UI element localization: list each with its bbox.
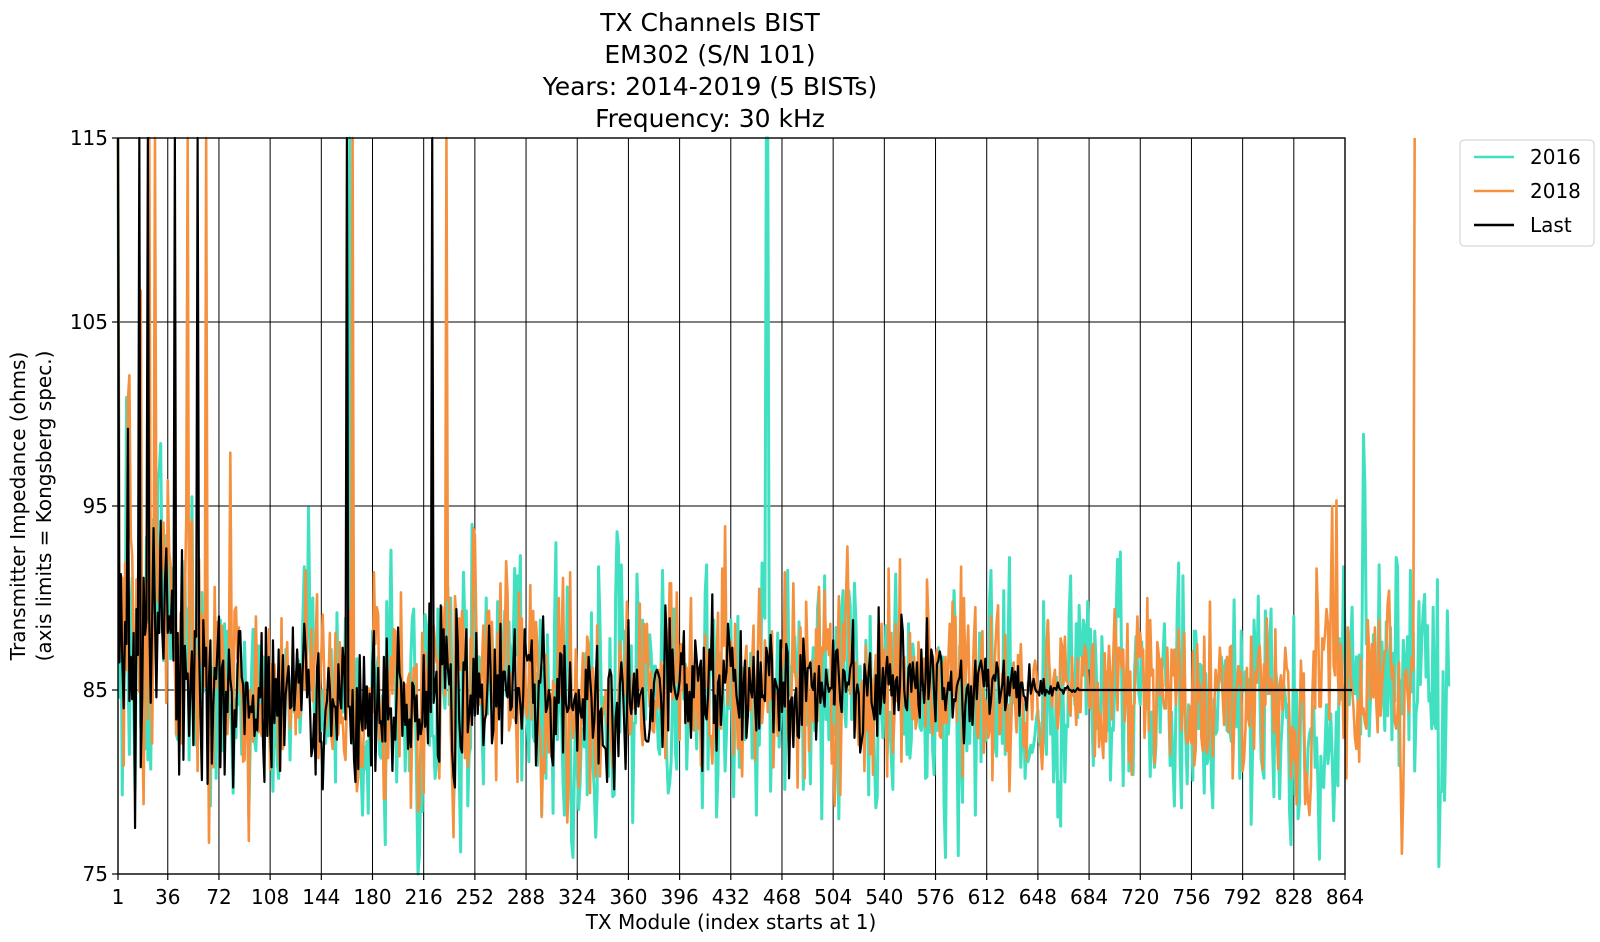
legend-label-2018: 2018 — [1530, 179, 1581, 203]
x-tick-label: 432 — [712, 885, 750, 909]
series-layer — [116, 136, 1451, 876]
chart-title-line-4: Frequency: 30 kHz — [595, 104, 825, 133]
chart-title-line-1: TX Channels BIST — [599, 8, 820, 37]
y-tick-label: 85 — [83, 678, 108, 702]
x-tick-label: 540 — [865, 885, 903, 909]
x-tick-label: 216 — [405, 885, 443, 909]
x-tick-label: 756 — [1172, 885, 1210, 909]
y-axis-label: Transmitter Impedance (ohms) (axis limit… — [6, 351, 56, 662]
y-axis-ticks: 75 85 95 105 115 — [70, 126, 118, 886]
x-tick-label: 720 — [1121, 885, 1159, 909]
chart-title-line-2: EM302 (S/N 101) — [604, 40, 815, 69]
x-tick-label: 360 — [609, 885, 647, 909]
series-line-last — [116, 136, 1353, 830]
x-tick-label: 396 — [661, 885, 699, 909]
y-tick-label: 115 — [70, 126, 108, 150]
x-tick-label: 612 — [968, 885, 1006, 909]
x-tick-label: 144 — [302, 885, 340, 909]
x-tick-label: 288 — [507, 885, 545, 909]
legend-label-2016: 2016 — [1530, 145, 1581, 169]
x-tick-label: 108 — [251, 885, 289, 909]
x-tick-label: 828 — [1275, 885, 1313, 909]
x-tick-label: 864 — [1326, 885, 1364, 909]
x-axis-label: TX Module (index starts at 1) — [585, 910, 877, 934]
x-tick-label: 324 — [558, 885, 596, 909]
x-tick-label: 252 — [456, 885, 494, 909]
legend-label-last: Last — [1530, 213, 1572, 237]
grid — [117, 137, 1346, 875]
x-tick-label: 36 — [155, 885, 180, 909]
x-tick-label: 792 — [1224, 885, 1262, 909]
legend-box — [1459, 139, 1595, 247]
chart-title: TX Channels BIST EM302 (S/N 101) Years: … — [542, 8, 877, 133]
x-tick-label: 468 — [763, 885, 801, 909]
x-tick-label: 504 — [814, 885, 852, 909]
x-tick-label: 684 — [1070, 885, 1108, 909]
x-tick-label: 72 — [206, 885, 231, 909]
y-tick-label: 75 — [83, 862, 108, 886]
chart-title-line-3: Years: 2014-2019 (5 BISTs) — [542, 72, 877, 101]
legend: 2016 2018 Last — [1459, 139, 1595, 247]
y-tick-label: 105 — [70, 310, 108, 334]
x-tick-label: 576 — [916, 885, 954, 909]
y-tick-label: 95 — [83, 494, 108, 518]
x-tick-label: 1 — [112, 885, 125, 909]
x-tick-label: 180 — [353, 885, 391, 909]
x-tick-label: 648 — [1019, 885, 1057, 909]
x-axis-ticks: 1 36 72 108 144 180 216 252 288 324 360 396 432 468 50… — [112, 874, 1364, 909]
y-axis-label-line-1: Transmitter Impedance (ohms) — [6, 352, 30, 662]
y-axis-label-line-2: (axis limits = Kongsberg spec.) — [32, 351, 56, 662]
